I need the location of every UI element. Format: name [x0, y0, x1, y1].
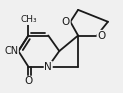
Text: O: O: [24, 76, 32, 86]
Text: N: N: [44, 62, 52, 72]
Text: O: O: [97, 31, 105, 41]
Text: CN: CN: [4, 46, 18, 56]
Text: O: O: [62, 17, 70, 27]
Text: CH₃: CH₃: [20, 15, 37, 24]
